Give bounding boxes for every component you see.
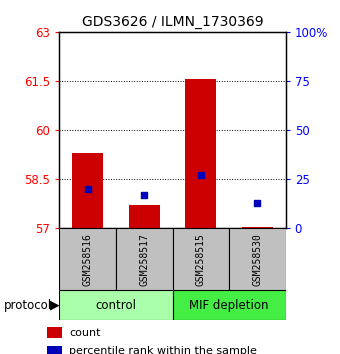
Bar (116, 228, 173, 290)
Bar (229, 228, 286, 290)
Text: GSM258530: GSM258530 (252, 233, 262, 286)
Text: GSM258515: GSM258515 (196, 233, 206, 286)
Text: GSM258516: GSM258516 (83, 233, 93, 286)
Bar (185, 79, 216, 228)
Point (85, 186, 90, 192)
Bar (242, 227, 273, 228)
Text: control: control (96, 299, 137, 312)
Text: MIF depletion: MIF depletion (189, 299, 269, 312)
Bar (129, 205, 160, 228)
Bar (47, 327, 62, 338)
Bar (59, 290, 173, 320)
Bar (47, 346, 62, 354)
Text: percentile rank within the sample: percentile rank within the sample (69, 346, 257, 354)
Point (255, 200, 260, 206)
Bar (72, 153, 103, 228)
Bar (173, 290, 286, 320)
Point (198, 172, 204, 178)
Text: ▶: ▶ (50, 299, 60, 312)
Text: count: count (69, 328, 101, 338)
Point (141, 192, 147, 198)
Title: GDS3626 / ILMN_1730369: GDS3626 / ILMN_1730369 (82, 16, 264, 29)
Bar (173, 228, 229, 290)
Text: GSM258517: GSM258517 (139, 233, 149, 286)
Bar (59, 228, 116, 290)
Text: protocol: protocol (3, 299, 52, 312)
